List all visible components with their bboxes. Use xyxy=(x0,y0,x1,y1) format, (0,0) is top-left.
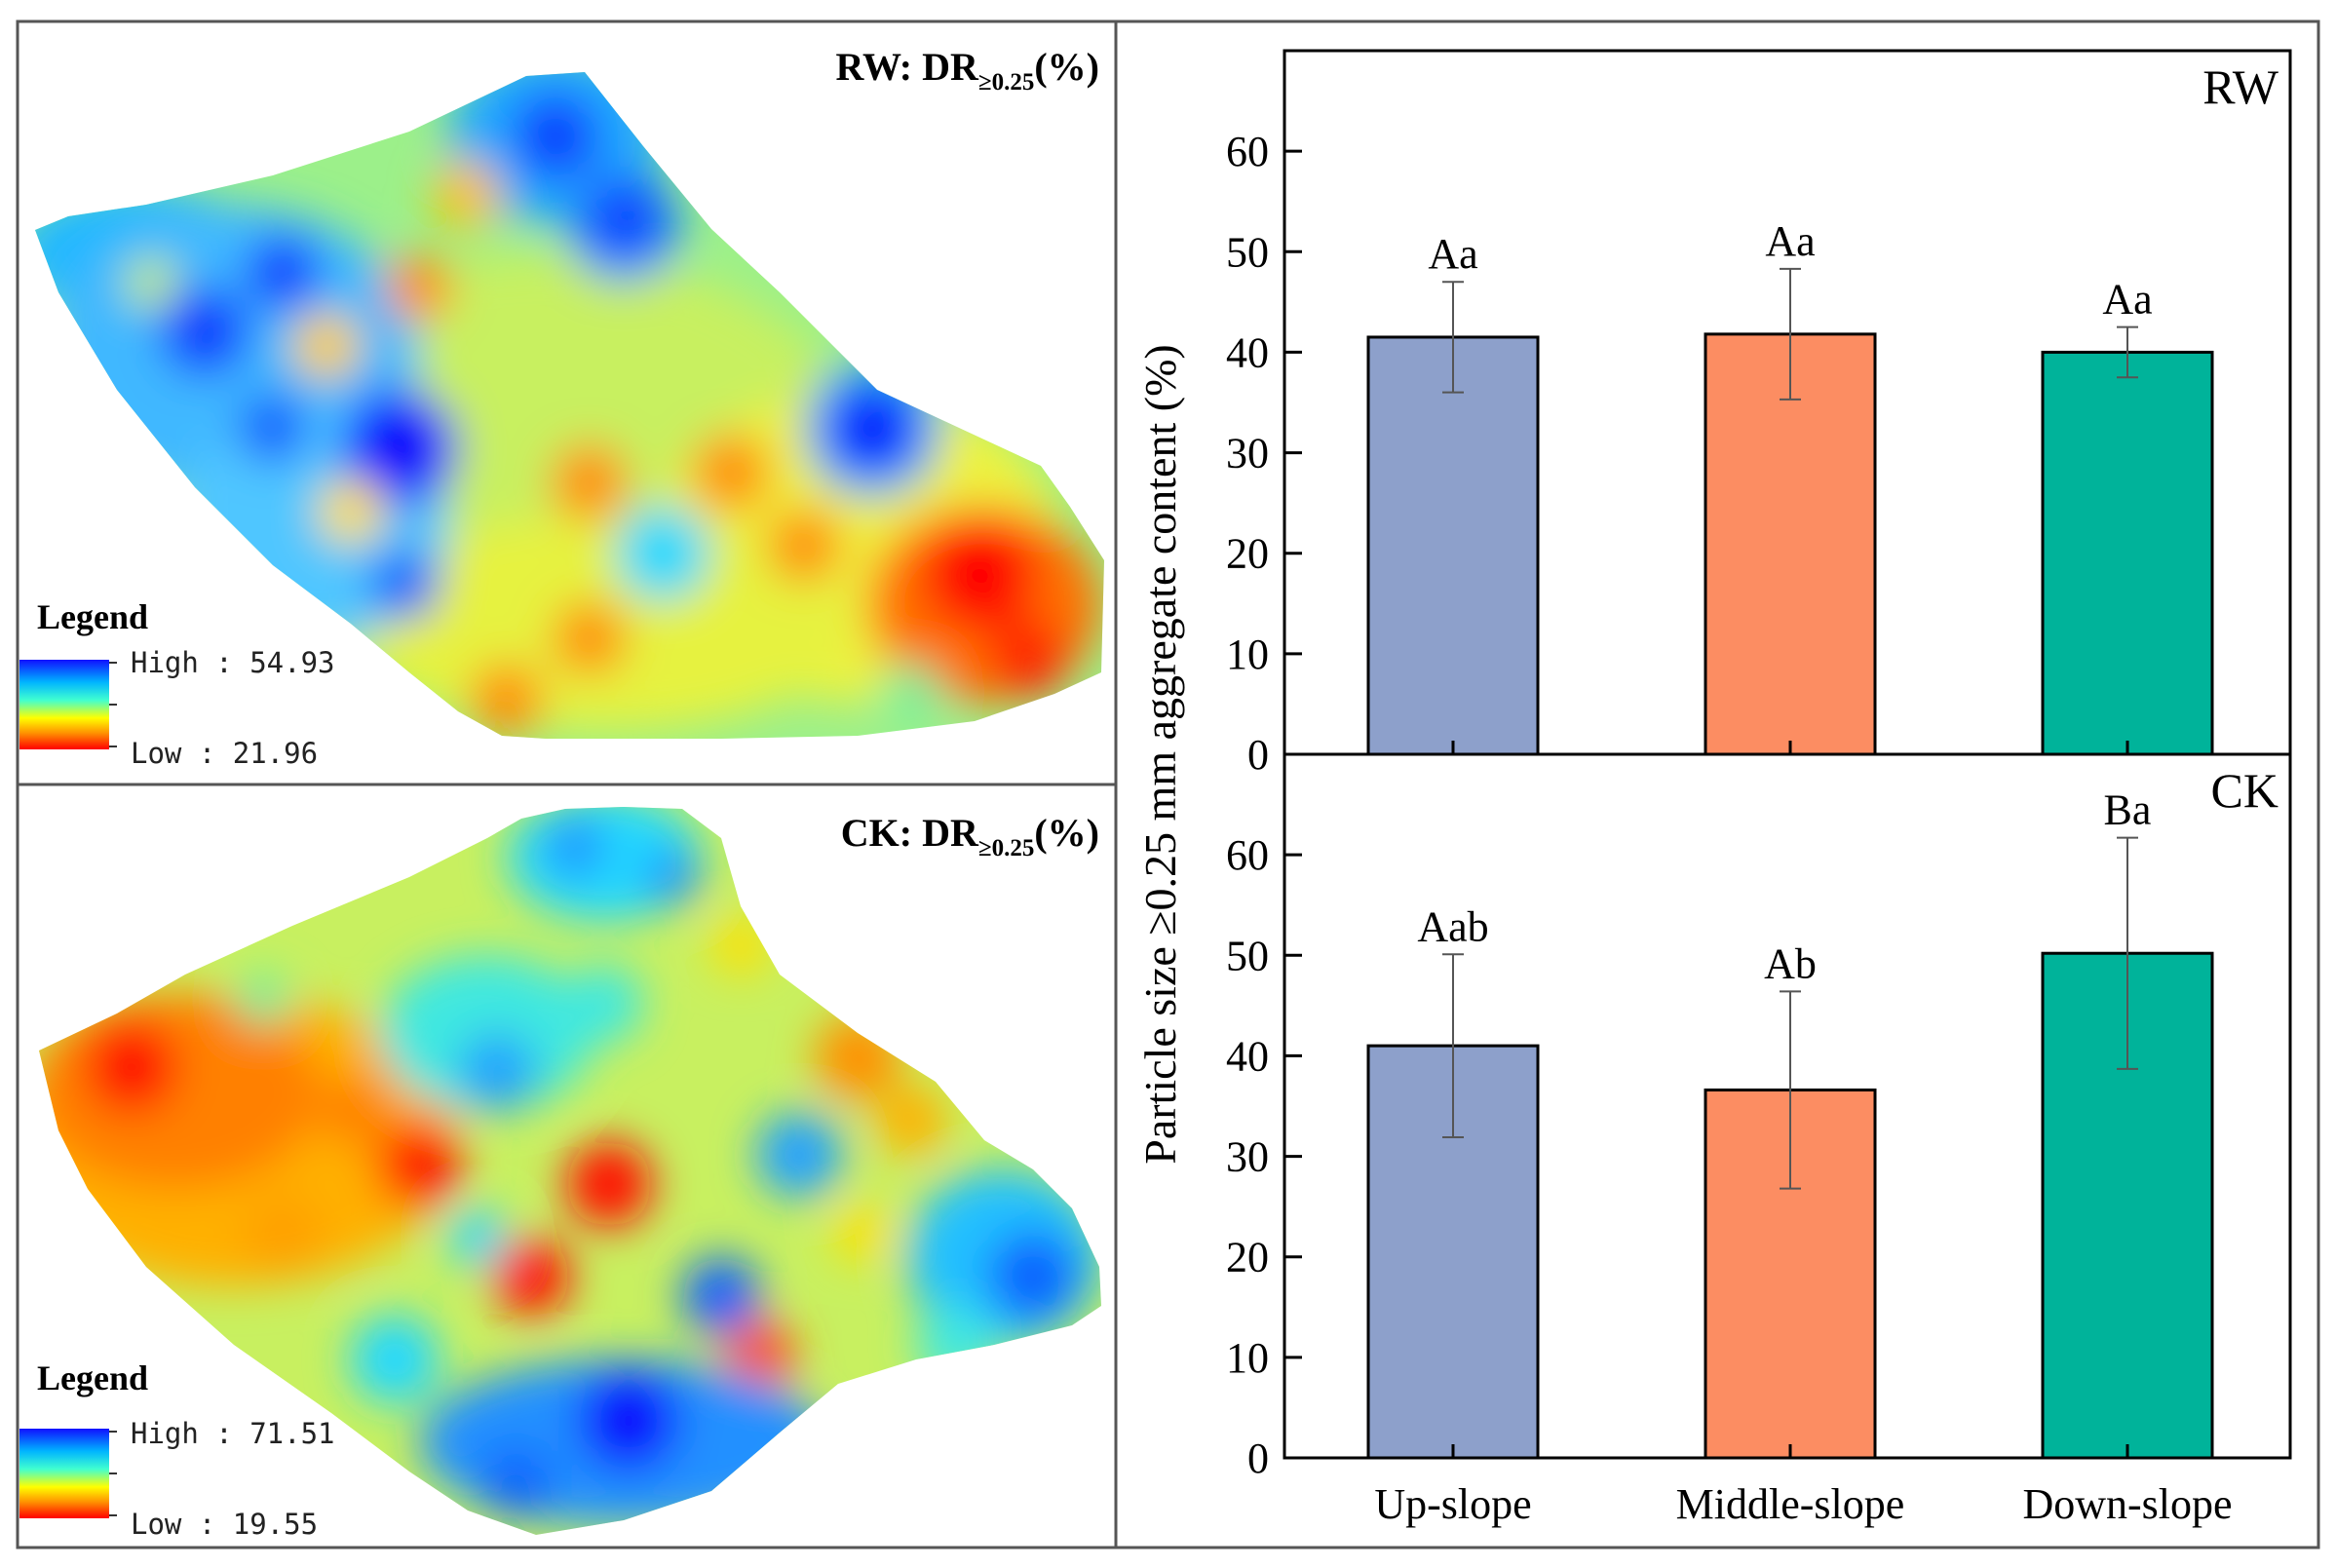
rw-bar-up-slope xyxy=(1366,335,1540,756)
rw-bar-down-slope xyxy=(2041,350,2214,756)
ck-y-tick-label: 50 xyxy=(1226,932,1269,979)
rw-y-tick-label: 20 xyxy=(1226,530,1269,578)
rw-significance-label: Aa xyxy=(1428,230,1477,278)
bar-chart: 0 10 20 30 40 50 60 RW Aa Aa Aa 0 10 20 30 40 50 60 CK Aab A… xyxy=(1135,49,2292,1528)
rw-bar-middle-slope xyxy=(1704,332,1877,756)
rw-y-tick-label: 10 xyxy=(1226,631,1269,678)
rw-legend-low: Low : 21.96 xyxy=(131,737,318,770)
ck-legend-high: High : 71.51 xyxy=(131,1417,335,1450)
ck-y-tick-label: 0 xyxy=(1247,1434,1269,1482)
rw-y-tick-label: 0 xyxy=(1247,731,1269,779)
rw-legend: Legend High : 54.93 Low : 21.96 xyxy=(19,597,335,770)
rw-legend-ramp xyxy=(19,660,109,749)
ck-y-tick-label: 10 xyxy=(1226,1334,1269,1382)
x-category-label: Down-slope xyxy=(2022,1480,2232,1528)
rw-significance-label: Aa xyxy=(2102,276,2152,324)
rw-legend-high: High : 54.93 xyxy=(131,646,335,679)
ck-map-title: CK: DR≥0.25(%) xyxy=(841,811,1099,861)
rw-y-tick-label: 50 xyxy=(1226,228,1269,276)
rw-y-tick-label: 60 xyxy=(1226,128,1269,175)
ck-y-tick-label: 60 xyxy=(1226,831,1269,879)
rw-map-title: RW: DR≥0.25(%) xyxy=(836,45,1100,96)
ck-legend-title: Legend xyxy=(37,1358,148,1397)
y-axis-title: Particle size ≥0.25 mm aggregate content… xyxy=(1135,344,1185,1164)
ck-y-tick-label: 40 xyxy=(1226,1032,1269,1080)
rw-legend-title: Legend xyxy=(37,597,148,636)
ck-y-tick-label: 20 xyxy=(1226,1234,1269,1281)
ck-map-surface xyxy=(39,807,1101,1525)
rw-significance-label: Aa xyxy=(1765,217,1815,265)
ck-y-tick-label: 30 xyxy=(1226,1133,1269,1181)
ck-legend-ramp xyxy=(19,1429,109,1518)
rw-map: RW: DR≥0.25(%) Legend High : 54.93 Low :… xyxy=(19,45,1104,770)
ck-legend: Legend High : 71.51 Low : 19.55 xyxy=(19,1358,335,1541)
ck-significance-label: Aab xyxy=(1417,902,1488,950)
rw-map-surface xyxy=(35,72,1101,737)
rw-y-tick-label: 30 xyxy=(1226,430,1269,478)
ck-significance-label: Ba xyxy=(2104,786,2152,834)
ck-legend-low: Low : 19.55 xyxy=(131,1508,318,1541)
rw-y-tick-label: 40 xyxy=(1226,328,1269,376)
x-category-label: Up-slope xyxy=(1374,1480,1531,1528)
ck-panel-label: CK xyxy=(2211,763,2279,818)
ck-map: CK: DR≥0.25(%) Legend High : 71.51 Low :… xyxy=(19,807,1101,1541)
ck-significance-label: Ab xyxy=(1764,939,1817,987)
rw-panel-label: RW xyxy=(2202,59,2279,114)
x-category-label: Middle-slope xyxy=(1676,1480,1905,1528)
